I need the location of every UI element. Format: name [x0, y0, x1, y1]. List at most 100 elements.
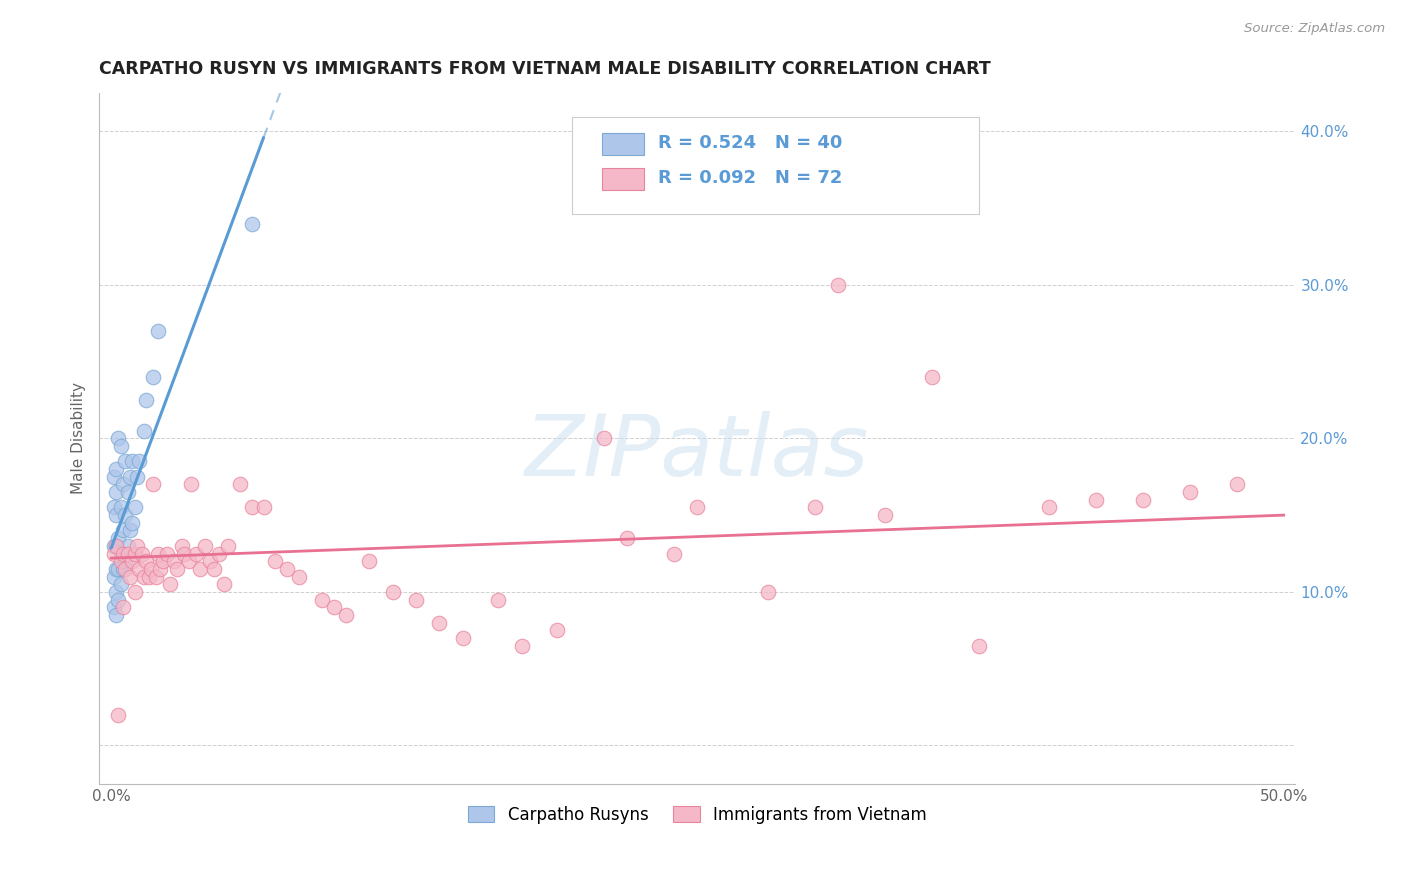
- Point: [121, 554, 143, 568]
- Point: [180, 477, 202, 491]
- Point: [252, 500, 274, 515]
- Point: [111, 547, 134, 561]
- Point: [104, 508, 127, 523]
- Point: [208, 547, 231, 561]
- Point: [149, 562, 172, 576]
- Point: [107, 707, 129, 722]
- Point: [173, 547, 195, 561]
- FancyBboxPatch shape: [572, 117, 979, 214]
- Point: [117, 485, 139, 500]
- Point: [103, 569, 125, 583]
- Point: [132, 424, 155, 438]
- Point: [142, 477, 165, 491]
- Point: [510, 639, 533, 653]
- Point: [873, 508, 896, 523]
- Point: [177, 554, 200, 568]
- Point: [128, 562, 150, 576]
- Point: [118, 524, 141, 538]
- Point: [124, 500, 146, 515]
- Point: [135, 392, 157, 407]
- Point: [1178, 485, 1201, 500]
- Point: [194, 539, 217, 553]
- Point: [111, 562, 134, 576]
- Point: [546, 624, 568, 638]
- Point: [405, 592, 427, 607]
- Point: [111, 524, 134, 538]
- Point: [107, 562, 129, 576]
- Point: [104, 607, 127, 622]
- Point: [125, 539, 148, 553]
- Point: [202, 562, 225, 576]
- Point: [110, 547, 132, 561]
- Text: Source: ZipAtlas.com: Source: ZipAtlas.com: [1244, 22, 1385, 36]
- Point: [381, 585, 404, 599]
- Point: [1085, 492, 1108, 507]
- Point: [104, 585, 127, 599]
- Point: [359, 554, 381, 568]
- Point: [229, 477, 252, 491]
- Point: [117, 547, 139, 561]
- Point: [135, 554, 157, 568]
- FancyBboxPatch shape: [602, 133, 644, 155]
- Point: [662, 547, 685, 561]
- Point: [124, 585, 146, 599]
- Point: [103, 547, 125, 561]
- Point: [132, 569, 155, 583]
- Point: [156, 547, 179, 561]
- Point: [128, 454, 150, 468]
- Y-axis label: Male Disability: Male Disability: [72, 383, 86, 494]
- Text: ZIPatlas: ZIPatlas: [526, 410, 869, 493]
- FancyBboxPatch shape: [602, 168, 644, 190]
- Text: R = 0.092   N = 72: R = 0.092 N = 72: [658, 169, 842, 187]
- Point: [212, 577, 235, 591]
- Point: [287, 569, 309, 583]
- Point: [163, 554, 186, 568]
- Text: R = 0.524   N = 40: R = 0.524 N = 40: [658, 135, 842, 153]
- Point: [335, 607, 357, 622]
- Point: [184, 547, 207, 561]
- Point: [114, 508, 136, 523]
- Point: [107, 531, 129, 545]
- Point: [104, 562, 127, 576]
- Point: [159, 577, 181, 591]
- Point: [118, 469, 141, 483]
- Point: [103, 539, 125, 553]
- Point: [124, 547, 146, 561]
- Point: [264, 554, 287, 568]
- Point: [486, 592, 509, 607]
- Point: [111, 477, 134, 491]
- Point: [756, 585, 779, 599]
- Point: [217, 539, 239, 553]
- Point: [188, 562, 211, 576]
- Point: [429, 615, 451, 630]
- Point: [240, 217, 263, 231]
- Point: [146, 547, 169, 561]
- Point: [111, 600, 134, 615]
- Point: [104, 539, 127, 553]
- Point: [240, 500, 263, 515]
- Point: [1132, 492, 1154, 507]
- Point: [121, 516, 143, 530]
- Point: [198, 554, 221, 568]
- Point: [1038, 500, 1060, 515]
- Point: [170, 539, 193, 553]
- Point: [114, 562, 136, 576]
- Point: [921, 370, 943, 384]
- Point: [967, 639, 990, 653]
- Point: [145, 569, 167, 583]
- Point: [323, 600, 346, 615]
- Point: [311, 592, 333, 607]
- Point: [451, 631, 474, 645]
- Point: [103, 500, 125, 515]
- Point: [139, 562, 162, 576]
- Point: [110, 554, 132, 568]
- Point: [138, 569, 160, 583]
- Point: [118, 569, 141, 583]
- Point: [125, 469, 148, 483]
- Point: [803, 500, 825, 515]
- Point: [152, 554, 174, 568]
- Point: [276, 562, 298, 576]
- Legend: Carpatho Rusyns, Immigrants from Vietnam: Carpatho Rusyns, Immigrants from Vietnam: [468, 805, 927, 823]
- Text: CARPATHO RUSYN VS IMMIGRANTS FROM VIETNAM MALE DISABILITY CORRELATION CHART: CARPATHO RUSYN VS IMMIGRANTS FROM VIETNA…: [100, 60, 991, 78]
- Point: [117, 539, 139, 553]
